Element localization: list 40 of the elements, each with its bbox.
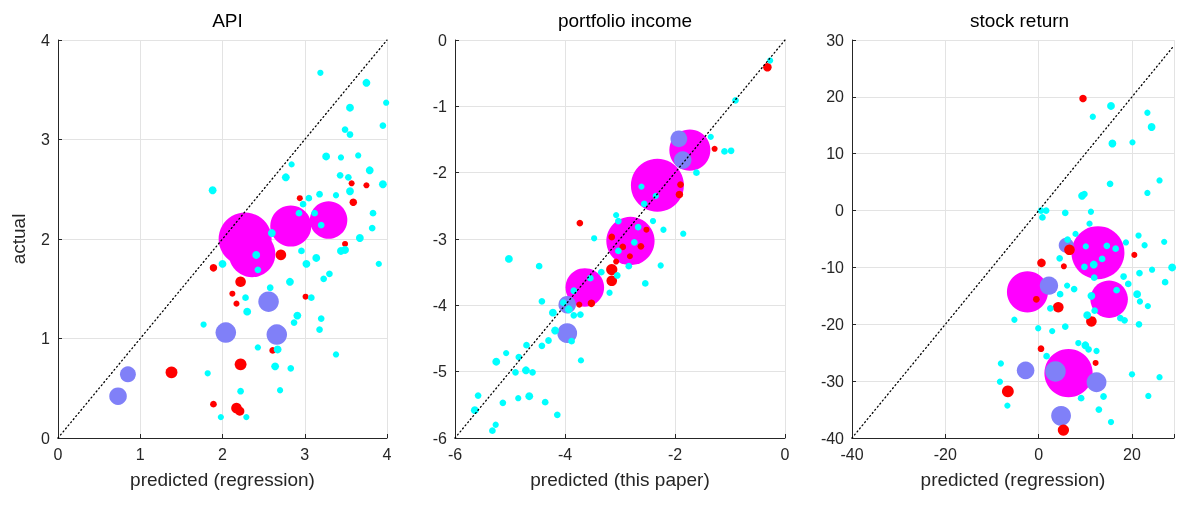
y-tick-label: 20 bbox=[826, 88, 845, 106]
y-tick-label: -3 bbox=[432, 230, 448, 248]
x-tick-label: -20 bbox=[933, 445, 957, 463]
y-tick-label: -6 bbox=[432, 429, 448, 447]
x-tick-label: 0 bbox=[780, 445, 790, 463]
y-tick-label: 2 bbox=[41, 230, 51, 248]
x-tick-label: -2 bbox=[667, 445, 683, 463]
y-tick-label: -5 bbox=[432, 363, 448, 381]
chart-title: portfolio income bbox=[557, 10, 693, 31]
x-tick-label: -6 bbox=[447, 445, 463, 463]
y-tick-label: 1 bbox=[41, 330, 51, 347]
x-tick-label: 3 bbox=[300, 445, 310, 463]
y-tick-label: 0 bbox=[835, 202, 845, 220]
y-tick-label: -4 bbox=[432, 296, 448, 314]
y-tick-label: -10 bbox=[820, 258, 845, 276]
y-tick-label: 10 bbox=[826, 145, 845, 163]
y-tick-label: 0 bbox=[438, 31, 448, 49]
y-tick-label: -20 bbox=[820, 315, 845, 333]
x-tick-label: -40 bbox=[840, 445, 864, 463]
y-tick-label: 30 bbox=[826, 31, 845, 49]
y-axis-title: actual bbox=[8, 213, 29, 265]
x-tick-label: 1 bbox=[135, 445, 145, 463]
x-tick-label: 20 bbox=[1123, 445, 1141, 463]
y-tick-label: -40 bbox=[820, 429, 845, 447]
x-axis-title: predicted (this paper) bbox=[530, 469, 710, 490]
x-tick-label: 4 bbox=[382, 445, 392, 463]
y-tick-label: -1 bbox=[432, 97, 448, 115]
y-tick-label: -2 bbox=[432, 164, 448, 182]
y-tick-label: 3 bbox=[41, 131, 51, 148]
y-tick-label: 0 bbox=[41, 429, 51, 447]
x-tick-label: -4 bbox=[557, 445, 573, 463]
chart-title: API bbox=[212, 10, 243, 31]
x-axis-title: predicted (regression) bbox=[130, 469, 315, 490]
chart-title: stock return bbox=[969, 10, 1070, 31]
x-tick-label: 0 bbox=[1034, 445, 1044, 463]
x-tick-label: 2 bbox=[218, 445, 228, 463]
x-axis-title: predicted (regression) bbox=[920, 469, 1106, 490]
y-tick-label: -30 bbox=[820, 372, 845, 390]
x-tick-label: 0 bbox=[53, 445, 63, 463]
y-tick-label: 4 bbox=[41, 31, 51, 49]
